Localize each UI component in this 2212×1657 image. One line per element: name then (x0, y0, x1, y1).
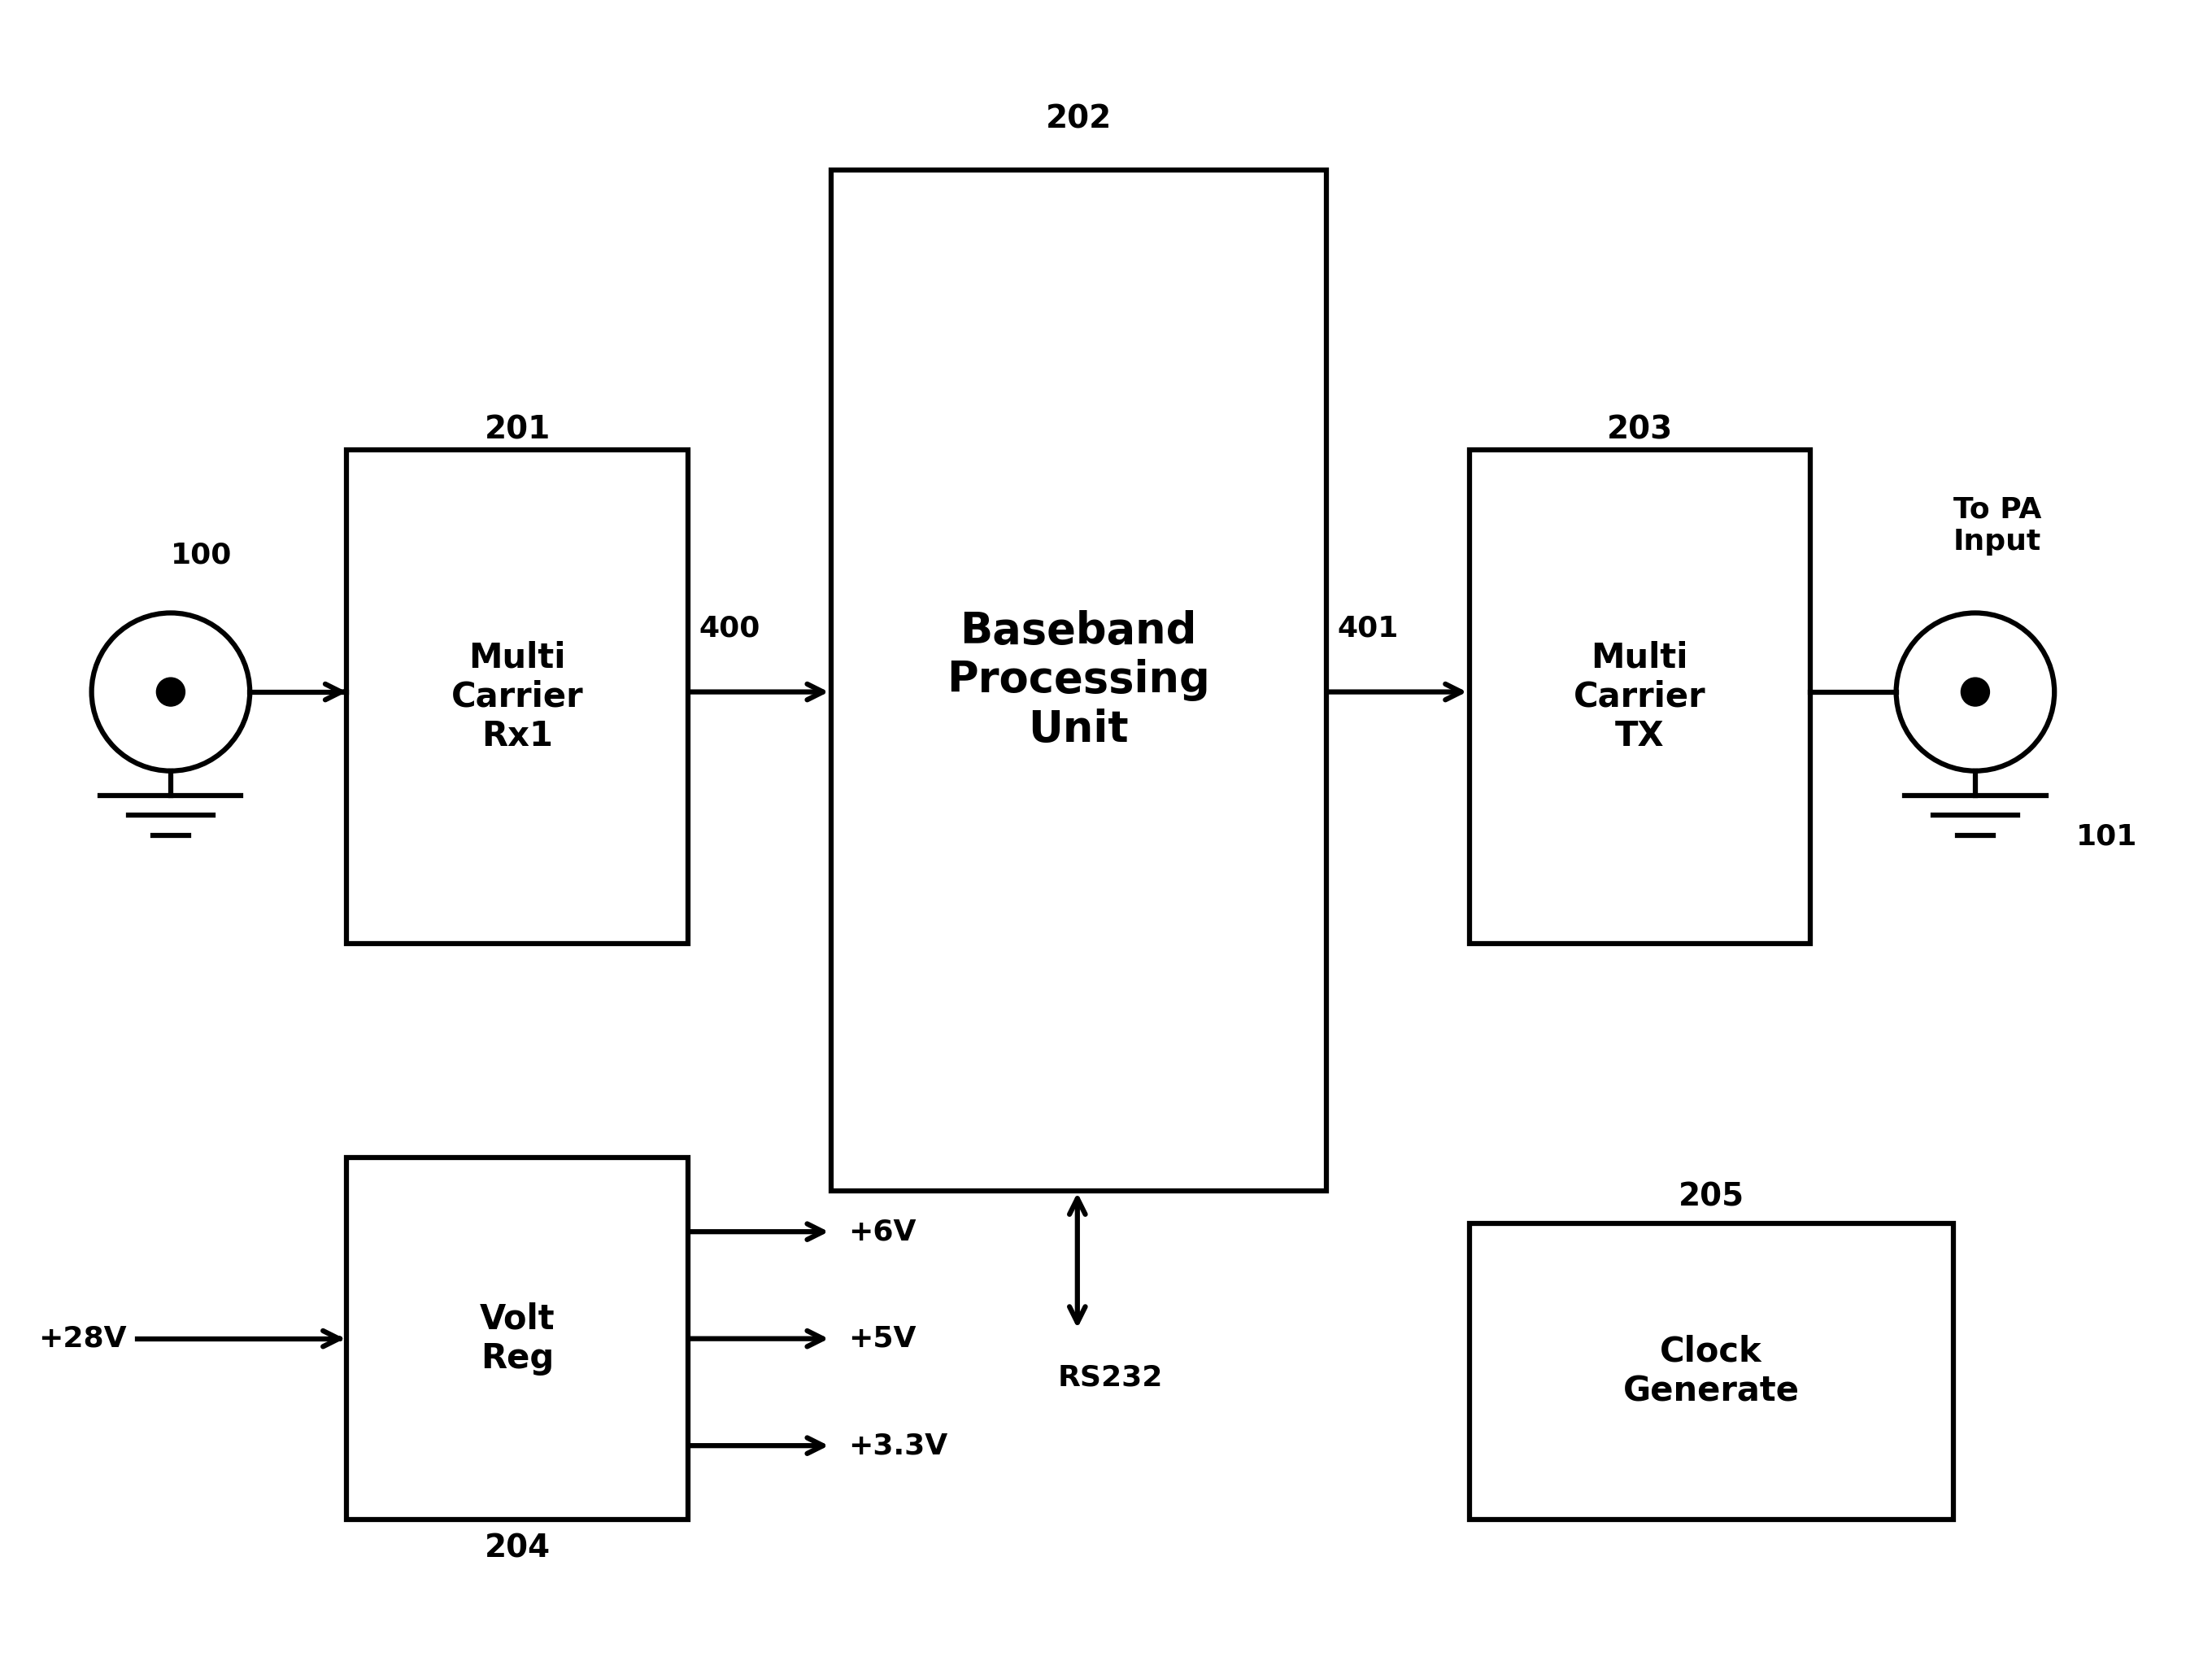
Text: Clock
Generate: Clock Generate (1624, 1336, 1798, 1408)
Ellipse shape (1962, 678, 1989, 706)
Text: +28V: +28V (38, 1326, 126, 1352)
Text: 205: 205 (1679, 1181, 1745, 1213)
Text: +3.3V: +3.3V (849, 1432, 949, 1460)
FancyBboxPatch shape (1469, 451, 1809, 944)
Text: Baseband
Processing
Unit: Baseband Processing Unit (947, 610, 1210, 751)
Text: To PA
Input: To PA Input (1953, 495, 2042, 555)
Text: 101: 101 (2077, 824, 2137, 850)
Text: 203: 203 (1606, 414, 1672, 446)
Text: Multi
Carrier
Rx1: Multi Carrier Rx1 (451, 640, 584, 754)
FancyBboxPatch shape (347, 451, 688, 944)
Ellipse shape (157, 678, 186, 706)
Text: 401: 401 (1336, 615, 1398, 643)
Text: Multi
Carrier
TX: Multi Carrier TX (1573, 640, 1705, 754)
Text: +6V: +6V (849, 1218, 916, 1246)
Text: 204: 204 (484, 1533, 551, 1564)
FancyBboxPatch shape (832, 171, 1325, 1190)
Text: +5V: +5V (849, 1326, 916, 1352)
Text: 400: 400 (699, 615, 761, 643)
FancyBboxPatch shape (1469, 1223, 1953, 1519)
Text: 202: 202 (1046, 104, 1110, 134)
FancyBboxPatch shape (347, 1158, 688, 1519)
Text: 201: 201 (484, 414, 551, 446)
Text: RS232: RS232 (1057, 1364, 1164, 1390)
Text: 100: 100 (170, 542, 232, 568)
Text: Volt
Reg: Volt Reg (480, 1302, 555, 1375)
